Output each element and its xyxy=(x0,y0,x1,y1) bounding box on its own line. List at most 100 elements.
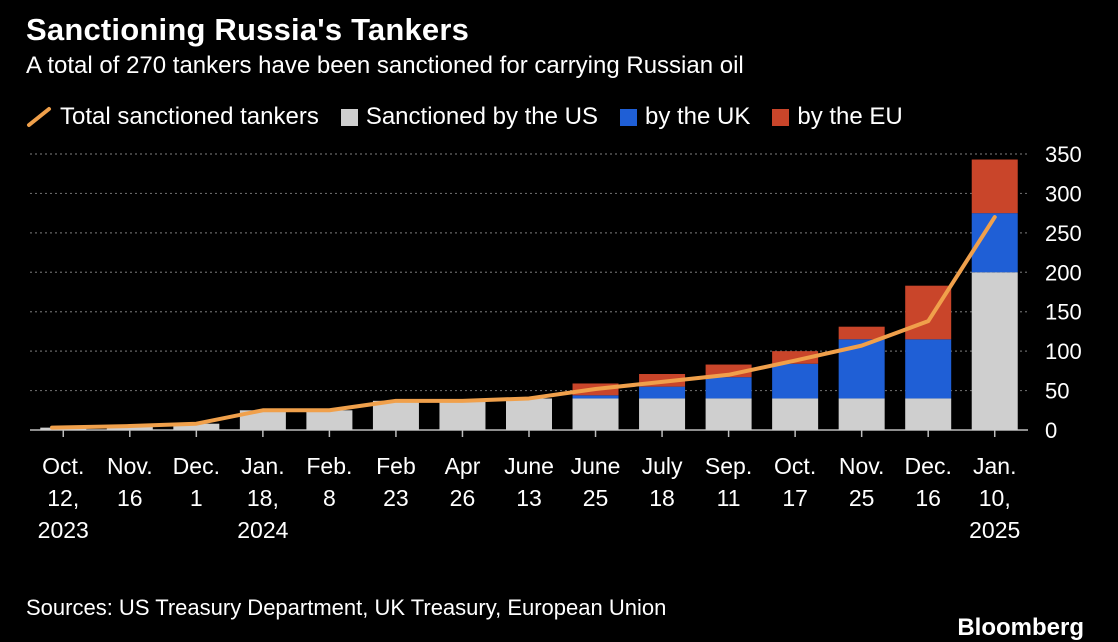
x-tick-label-line: 18, xyxy=(247,485,279,511)
x-tick-label-line: Apr xyxy=(445,453,481,479)
chart-title: Sanctioning Russia's Tankers xyxy=(26,12,470,47)
bars xyxy=(40,159,1018,430)
x-tick-label: Sep. 11 xyxy=(705,453,752,511)
chart-subtitle: A total of 270 tankers have been sanctio… xyxy=(26,52,744,79)
bar-us xyxy=(506,398,552,430)
bar-us xyxy=(173,423,220,430)
x-tick-label-line: Jan. xyxy=(241,453,284,479)
x-tick-label-line: 26 xyxy=(450,485,476,511)
x-tick-label-line: Oct. xyxy=(42,453,84,479)
x-tick-label-line: June xyxy=(571,453,621,479)
x-tick-label-line: Feb xyxy=(376,453,416,479)
x-tick-label-line: 11 xyxy=(717,485,741,511)
bar-us xyxy=(705,398,752,430)
total-line-layer xyxy=(50,215,997,430)
bar-us xyxy=(772,398,819,430)
source-note: Sources: US Treasury Department, UK Trea… xyxy=(26,595,667,620)
x-tick-label: Dec. 16 xyxy=(905,453,952,511)
x-tick-label: Nov. 16 xyxy=(107,453,153,511)
bar-uk xyxy=(705,377,752,399)
bar-us xyxy=(905,398,952,430)
legend-label-total: Total sanctioned tankers xyxy=(60,103,319,130)
bar-us xyxy=(971,272,1018,430)
bar-us xyxy=(439,400,486,430)
x-tick-label-line: Nov. xyxy=(839,453,885,479)
x-tick-label: Nov. 25 xyxy=(839,453,885,511)
x-tick-label: June 25 xyxy=(571,453,621,511)
x-tick-label-line: 16 xyxy=(117,485,143,511)
x-tick-label-line: July xyxy=(642,453,683,479)
x-tick-label-line: 23 xyxy=(383,485,409,511)
y-tick-label: 0 xyxy=(1045,418,1057,443)
y-tick-label: 100 xyxy=(1045,339,1082,364)
legend-label-us: Sanctioned by the US xyxy=(365,103,598,130)
y-tick-label: 250 xyxy=(1045,221,1082,246)
y-tick-label: 350 xyxy=(1045,142,1082,167)
x-tick-label: Oct. 12, 2023 xyxy=(38,453,89,543)
legend-item-uk: by the UK xyxy=(619,103,751,131)
x-tick-label-line: 2024 xyxy=(237,517,288,543)
x-tick-label: Jan. 18, 2024 xyxy=(237,453,288,543)
bar-eu xyxy=(772,351,819,364)
x-tick-label: Feb. 8 xyxy=(306,453,352,511)
legend-label-uk: by the UK xyxy=(644,103,751,130)
legend-line-marker xyxy=(27,107,51,127)
bloomberg-logo: Bloomberg xyxy=(957,614,1084,641)
x-tick-label-line: 2025 xyxy=(969,517,1020,543)
total-line xyxy=(50,215,997,430)
bar-uk xyxy=(905,339,952,399)
y-tick-label: 200 xyxy=(1045,260,1082,285)
x-tick-label-line: 25 xyxy=(583,485,609,511)
x-tick-label-line: Dec. xyxy=(905,453,952,479)
x-tick-label-line: 25 xyxy=(849,485,875,511)
x-tick-label: Dec. 1 xyxy=(173,453,220,511)
x-tick-label-line: Nov. xyxy=(107,453,153,479)
legend-item-total: Total sanctioned tankers xyxy=(26,103,319,131)
y-tick-label: 150 xyxy=(1045,300,1082,325)
x-tick-label-line: 13 xyxy=(516,485,542,511)
legend-swatch-uk xyxy=(619,108,637,126)
bar-us xyxy=(239,410,286,430)
x-tick-label-line: 18 xyxy=(649,485,675,511)
bar-uk xyxy=(639,386,686,399)
x-tick-label-line: Jan. xyxy=(973,453,1016,479)
x-tick-label: July 18 xyxy=(642,453,683,511)
x-tick-label-line: Dec. xyxy=(173,453,220,479)
legend-label-eu: by the EU xyxy=(797,103,903,130)
bar-uk xyxy=(572,395,619,399)
x-tick-label-line: 1 xyxy=(190,485,203,511)
bar-eu xyxy=(838,326,885,340)
legend-swatch-us xyxy=(340,108,358,126)
legend-item-us: Sanctioned by the US xyxy=(340,103,598,131)
bar-uk xyxy=(772,363,819,399)
x-tick-label-line: June xyxy=(504,453,554,479)
bar-eu xyxy=(971,159,1018,214)
legend-swatch-eu xyxy=(772,108,790,126)
y-tick-label: 50 xyxy=(1045,379,1069,404)
x-tick-label: Oct. 17 xyxy=(774,453,816,511)
x-tick-label-line: 2023 xyxy=(38,517,89,543)
x-tick-label-line: Feb. xyxy=(306,453,352,479)
x-tick-label-line: 10, xyxy=(979,485,1011,511)
y-axis-ticks: 0 50 100 150 200 250 300 350 xyxy=(1045,142,1082,443)
x-tick-label-line: Oct. xyxy=(774,453,816,479)
bar-us xyxy=(639,398,686,430)
legend: Total sanctioned tankers Sanctioned by t… xyxy=(26,102,925,132)
x-tick-label-line: 16 xyxy=(915,485,941,511)
bar-us xyxy=(306,410,353,430)
x-tick-label: Jan. 10, 2025 xyxy=(969,453,1020,543)
x-tick-label: June 13 xyxy=(504,453,554,511)
bar-us xyxy=(372,400,419,430)
legend-item-eu: by the EU xyxy=(772,103,903,131)
x-tick-label-line: Sep. xyxy=(705,453,752,479)
x-tick-label: Apr 26 xyxy=(445,453,481,511)
y-tick-label: 300 xyxy=(1045,181,1082,206)
x-tick-label-line: 12, xyxy=(47,485,79,511)
x-tick-label: Feb 23 xyxy=(376,453,416,511)
bar-us xyxy=(838,398,885,430)
bar-us xyxy=(572,398,619,430)
x-tick-label-line: 17 xyxy=(782,485,808,511)
x-tick-label-line: 8 xyxy=(323,485,336,511)
